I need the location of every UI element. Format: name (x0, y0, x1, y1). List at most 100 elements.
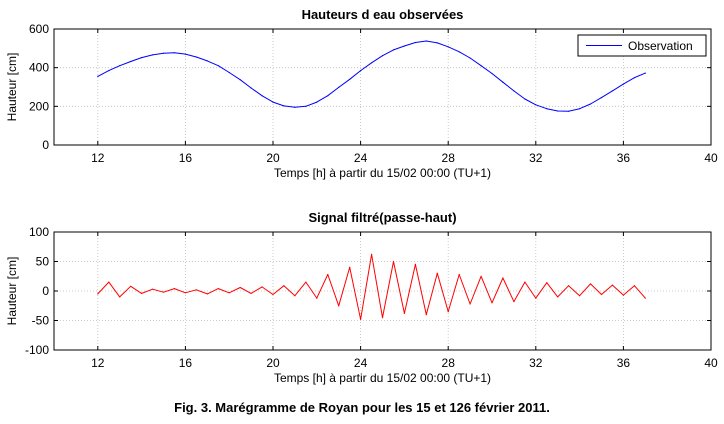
data-point (250, 87, 252, 89)
data-point (108, 70, 110, 72)
data-point (458, 51, 460, 53)
data-point (217, 65, 219, 67)
y-axis-label: Hauteur [cm] (5, 53, 19, 122)
data-point (360, 318, 362, 320)
x-tick-label: 40 (704, 151, 718, 165)
plot-area (54, 232, 711, 350)
data-point (239, 79, 241, 81)
data-point (141, 57, 143, 59)
y-tick-label: 0 (42, 284, 49, 298)
data-point (524, 281, 526, 283)
data-point (535, 297, 537, 299)
chart-title: Signal filtré(passe-haut) (308, 210, 456, 225)
data-point (250, 292, 252, 294)
data-point (371, 253, 373, 255)
data-point (644, 72, 646, 74)
data-point (349, 78, 351, 80)
data-point (491, 302, 493, 304)
data-point (261, 95, 263, 97)
data-point (392, 49, 395, 51)
y-tick-label: -50 (32, 314, 50, 328)
data-point (436, 42, 438, 44)
data-point (371, 62, 373, 64)
data-point (97, 75, 99, 77)
data-point (184, 292, 186, 294)
data-point (316, 297, 318, 299)
x-tick-label: 36 (617, 356, 631, 370)
data-point (469, 303, 471, 305)
x-tick-label: 28 (442, 356, 456, 370)
data-point (338, 86, 340, 88)
data-point (622, 294, 625, 296)
data-point (589, 283, 592, 285)
data-point (305, 105, 307, 107)
data-point (130, 60, 132, 63)
y-tick-label: 200 (29, 99, 49, 113)
data-point (600, 97, 603, 99)
data-point (283, 285, 285, 287)
data-point (173, 288, 175, 290)
data-point (206, 293, 208, 295)
data-point (611, 90, 614, 92)
y-tick-label: -100 (25, 343, 49, 357)
data-point (327, 273, 329, 276)
data-point (557, 110, 559, 112)
data-point (119, 296, 121, 298)
x-tick-label: 16 (179, 151, 193, 165)
x-tick-label: 20 (266, 356, 280, 370)
data-point (97, 293, 99, 295)
data-point (360, 70, 362, 72)
data-point (425, 40, 427, 42)
data-point (206, 60, 208, 62)
data-point (589, 103, 592, 105)
data-point (316, 101, 318, 103)
x-tick-label: 36 (617, 151, 631, 165)
data-point (217, 288, 219, 290)
data-point (195, 289, 197, 291)
data-point (119, 65, 121, 67)
x-axis-label: Temps [h] à partir du 15/02 00:00 (TU+1) (274, 371, 491, 385)
data-point (480, 65, 482, 67)
chart-title: Hauteurs d eau observées (302, 7, 464, 22)
data-point (524, 98, 526, 100)
data-point (546, 108, 548, 110)
data-point (173, 52, 175, 54)
y-tick-label: 600 (29, 22, 49, 36)
x-tick-label: 40 (704, 356, 718, 370)
axes-frame (53, 28, 712, 146)
data-point (513, 90, 515, 92)
y-tick-label: 0 (42, 138, 49, 152)
data-point (600, 293, 603, 296)
data-point (579, 295, 581, 297)
data-point (195, 56, 197, 58)
data-point (622, 83, 625, 85)
data-point (381, 317, 384, 319)
data-point (152, 288, 154, 290)
data-point (162, 52, 165, 54)
data-point (535, 104, 537, 106)
x-tick-label: 32 (529, 356, 543, 370)
y-tick-label: 100 (29, 225, 49, 239)
x-tick-label: 12 (91, 356, 105, 370)
data-point (633, 77, 636, 79)
data-point (338, 305, 340, 307)
figure-caption: Fig. 3. Marégramme de Royan pour les 15 … (174, 400, 550, 415)
data-point (469, 57, 471, 59)
data-point (546, 282, 548, 284)
data-point (611, 284, 614, 286)
x-tick-label: 28 (442, 151, 456, 165)
data-point (513, 301, 515, 303)
x-tick-label: 24 (354, 356, 368, 370)
y-tick-label: 50 (36, 255, 50, 269)
data-point (502, 81, 504, 83)
data-point (272, 293, 274, 296)
data-point (228, 71, 230, 74)
data-point (108, 281, 110, 283)
data-point (491, 72, 493, 75)
data-point (349, 266, 351, 268)
x-tick-label: 12 (91, 151, 105, 165)
x-tick-label: 16 (179, 356, 193, 370)
x-tick-label: 32 (529, 151, 543, 165)
